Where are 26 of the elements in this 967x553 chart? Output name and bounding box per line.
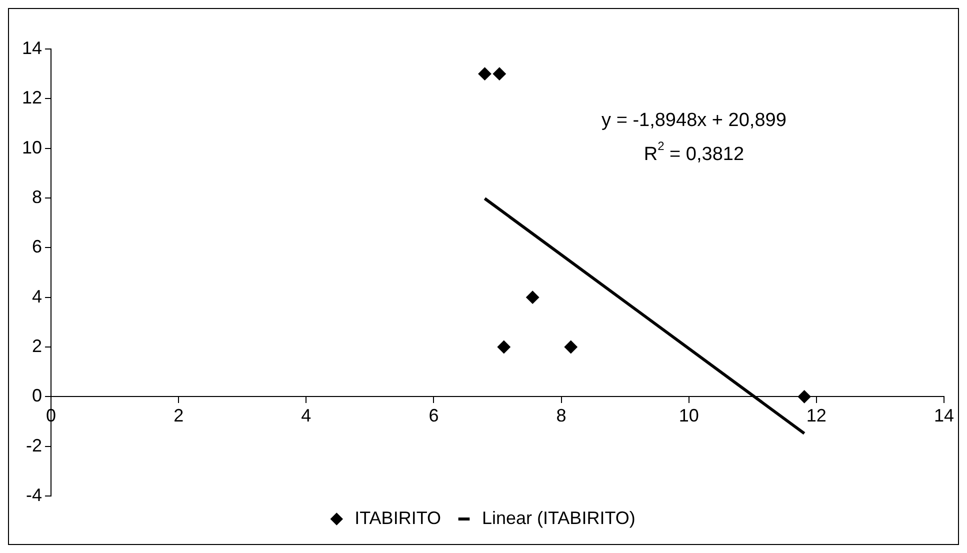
point <box>497 340 510 354</box>
point <box>564 340 578 354</box>
y-tick-label: 4 <box>32 286 42 306</box>
y-tick-label: 6 <box>32 236 42 257</box>
y-tick-label: -4 <box>26 484 42 505</box>
point <box>526 290 540 304</box>
x-tick-label: 12 <box>806 405 826 426</box>
x-tick-label: 6 <box>428 405 439 426</box>
y-tick-label: 0 <box>32 386 42 406</box>
y-tick-label: 10 <box>22 137 42 158</box>
x-tick-label: 2 <box>174 405 184 426</box>
annotation: y = -1,8948x + 20,899 <box>602 110 786 131</box>
y-tick-label: 2 <box>32 336 42 356</box>
y-tick-label: -2 <box>26 435 42 456</box>
y-tick-label: 12 <box>22 88 42 108</box>
y-tick-label: 8 <box>32 186 42 207</box>
x-tick-label: 10 <box>678 405 699 426</box>
x-tick-label: 4 <box>301 405 312 426</box>
point <box>478 67 492 80</box>
y-tick-label: 14 <box>22 38 42 58</box>
legend-label: ITABIRITO <box>354 508 441 528</box>
legend-label: Linear (ITABIRITO) <box>482 508 636 528</box>
point <box>798 390 811 404</box>
x-tick-label: 14 <box>934 405 954 426</box>
x-tick-label: 8 <box>556 405 566 426</box>
point <box>492 67 506 80</box>
